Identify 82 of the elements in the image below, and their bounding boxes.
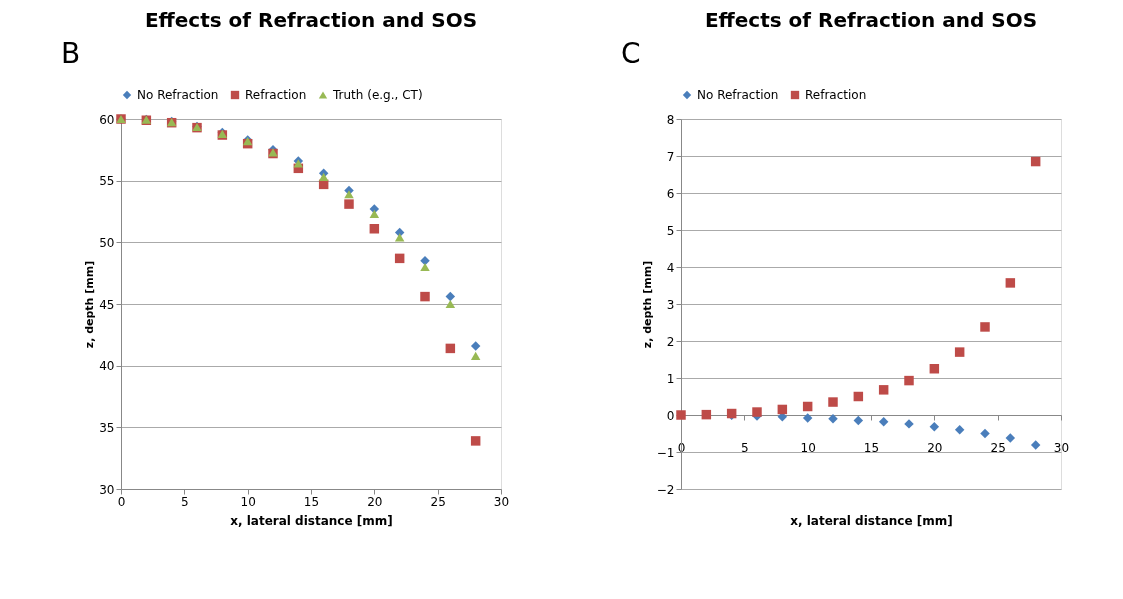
x-axis-title: x, lateral distance [mm] — [230, 513, 393, 528]
text: C — [621, 37, 641, 70]
point — [802, 413, 813, 423]
point — [470, 436, 481, 446]
point — [394, 253, 405, 264]
y-tick-label: 2 — [666, 334, 675, 349]
x-tick-label: 10 — [240, 494, 256, 509]
point — [701, 409, 712, 420]
point — [878, 385, 889, 395]
point — [344, 190, 354, 199]
point — [980, 322, 990, 332]
x-tick-label: 20 — [927, 440, 943, 455]
x-tick-label: 15 — [303, 494, 320, 509]
chart-title: Effects of Refraction and SOS — [704, 8, 1038, 32]
point — [470, 341, 481, 351]
y-tick-label: −1 — [656, 445, 675, 460]
point — [777, 404, 788, 415]
y-tick-label: 3 — [666, 297, 675, 312]
point — [470, 351, 481, 360]
point — [752, 407, 762, 417]
point — [853, 415, 864, 426]
point — [1030, 156, 1041, 167]
point — [445, 291, 456, 302]
point — [445, 299, 456, 309]
point — [1005, 433, 1016, 443]
point — [853, 391, 864, 402]
y-tick-label: 6 — [666, 186, 675, 201]
point — [344, 199, 354, 209]
legend-label: Refraction — [805, 88, 867, 102]
x-tick-label: 30 — [493, 494, 510, 509]
point — [420, 291, 430, 302]
point — [420, 262, 430, 272]
x-tick-label: 5 — [741, 440, 749, 455]
point — [369, 209, 380, 219]
legend-label: Refraction — [245, 88, 307, 102]
x-tick-label: 5 — [181, 494, 189, 509]
x-tick-label: 15 — [863, 440, 880, 455]
y-tick-label: 8 — [666, 112, 675, 127]
point — [929, 422, 940, 432]
y-tick-label: 55 — [99, 174, 115, 189]
point — [1030, 440, 1041, 450]
point — [369, 224, 380, 234]
legend-label: No Refraction — [697, 88, 779, 102]
y-tick-label: −2 — [656, 482, 675, 497]
y-tick-label: 35 — [99, 420, 115, 435]
y-tick-label: 50 — [99, 235, 115, 250]
point — [828, 397, 838, 407]
y-axis-title: z, depth [mm] — [640, 260, 654, 349]
y-tick-label: 40 — [99, 359, 115, 374]
y-tick-label: 0 — [666, 408, 675, 423]
y-tick-label: 4 — [666, 260, 675, 275]
point — [980, 428, 990, 439]
point — [394, 233, 405, 242]
x-tick-label: 20 — [367, 494, 383, 509]
legend-label: No Refraction — [137, 88, 219, 102]
y-tick-label: 45 — [99, 297, 115, 312]
y-tick-label: 7 — [666, 149, 675, 164]
point — [445, 343, 456, 354]
point — [954, 347, 965, 357]
point — [954, 425, 965, 435]
point — [878, 416, 889, 427]
x-tick-label: 25 — [430, 494, 446, 509]
point — [676, 410, 686, 420]
point — [318, 172, 329, 182]
y-tick-label: 60 — [99, 112, 115, 127]
point — [929, 364, 940, 374]
y-tick-label: 5 — [666, 223, 675, 238]
chart-title: Effects of Refraction and SOS — [144, 8, 478, 32]
x-axis-title: x, lateral distance [mm] — [790, 513, 953, 528]
y-tick-label: 1 — [666, 371, 675, 386]
point — [1005, 278, 1016, 288]
point — [828, 413, 838, 424]
x-tick-label: 25 — [990, 440, 1006, 455]
x-tick-label: 10 — [800, 440, 816, 455]
x-tick-label: 0 — [117, 494, 126, 509]
point — [802, 401, 813, 412]
x-tick-label: 30 — [1053, 440, 1070, 455]
point — [904, 375, 914, 386]
y-tick-label: 30 — [99, 482, 115, 497]
text: B — [61, 37, 81, 70]
y-axis-title: z, depth [mm] — [83, 260, 97, 349]
legend-label: Truth (e.g., CT) — [332, 88, 423, 102]
